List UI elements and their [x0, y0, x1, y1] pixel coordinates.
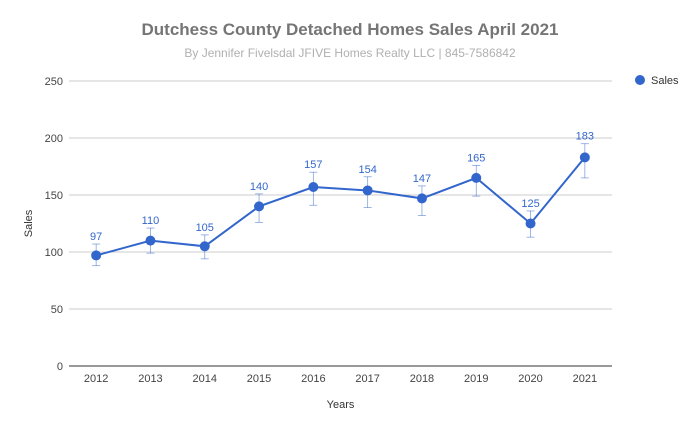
legend: Sales: [635, 75, 679, 87]
y-tick-label-0: 0: [57, 361, 63, 373]
y-axis-ticks: 0 50 100 150 200 250: [45, 76, 63, 373]
chart-subtitle: By Jennifer Fivelsdal JFIVE Homes Realty…: [184, 46, 516, 60]
x-tick-label-2016: 2016: [301, 373, 325, 385]
data-point-2017: [362, 185, 373, 196]
x-axis-ticks: 2012 2013 2014 2015 2016 2017 2018 2019 2020 2021: [84, 373, 597, 385]
data-point-2018: [416, 193, 427, 204]
series-line-sales: [95, 156, 586, 257]
y-tick-label-250: 250: [45, 76, 63, 88]
error-bars: [92, 143, 589, 267]
data-point-2013: [145, 235, 156, 246]
data-label-2018: 147: [413, 173, 431, 185]
y-tick-label-150: 150: [45, 190, 63, 202]
data-point-2019: [471, 172, 482, 183]
data-label-2016: 157: [304, 159, 322, 171]
data-label-2013: 110: [142, 215, 160, 227]
grid-lines: [69, 80, 612, 367]
x-tick-label-2019: 2019: [464, 373, 488, 385]
series-line-group: [95, 156, 586, 257]
legend-label-sales: Sales: [651, 75, 679, 87]
x-axis-label: Years: [327, 399, 355, 411]
y-tick-label-200: 200: [45, 133, 63, 145]
data-point-2015: [254, 201, 265, 212]
x-tick-label-2013: 2013: [138, 373, 162, 385]
data-label-2015: 140: [250, 181, 268, 193]
y-axis-label: Sales: [23, 209, 35, 237]
x-tick-label-2015: 2015: [247, 373, 271, 385]
y-tick-label-100: 100: [45, 247, 63, 259]
x-tick-label-2014: 2014: [193, 373, 217, 385]
chart-title: Dutchess County Detached Homes Sales Apr…: [141, 20, 559, 39]
x-tick-label-2018: 2018: [410, 373, 434, 385]
data-points: [91, 152, 590, 261]
x-tick-label-2017: 2017: [355, 373, 379, 385]
data-label-2017: 154: [358, 164, 376, 176]
data-label-2020: 125: [521, 198, 539, 210]
data-label-2012: 97: [90, 231, 102, 243]
data-label-2014: 105: [196, 222, 214, 234]
data-point-2021: [579, 152, 590, 163]
x-tick-label-2012: 2012: [84, 373, 108, 385]
data-point-2014: [199, 241, 210, 252]
x-tick-label-2020: 2020: [518, 373, 542, 385]
data-label-2021: 183: [576, 131, 594, 143]
data-point-2020: [525, 218, 536, 229]
data-label-2019: 165: [467, 152, 485, 164]
data-point-2016: [308, 182, 319, 193]
x-tick-label-2021: 2021: [573, 373, 597, 385]
legend-marker-sales: [635, 75, 645, 85]
data-labels: 97 110 105 140 157 154 147 165 125 183: [90, 131, 594, 243]
data-point-2012: [91, 250, 102, 261]
y-tick-label-50: 50: [51, 304, 63, 316]
